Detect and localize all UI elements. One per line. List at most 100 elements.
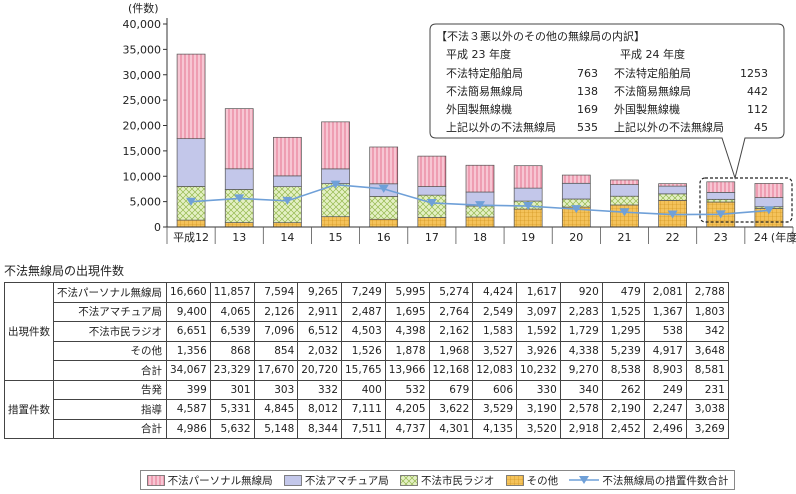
y-tick-label: 20,000 [123, 120, 162, 133]
table-cell: 6,651 [166, 321, 211, 342]
bar-segment-other [513, 208, 543, 228]
table-cell: 1,526 [341, 340, 386, 361]
table-cell: 3,038 [685, 399, 729, 420]
table-cell: 2,032 [297, 340, 342, 361]
table-row: 不法市民ラジオ 6,651 6,539 7,096 6,512 4,503 4,398 2,1… [5, 321, 729, 342]
table-cell: 538 [643, 321, 687, 342]
stacked-bar-chart: (件数) 0 5,000 10,000 15,000 20,000 25,000 30,00… [123, 2, 796, 244]
bar-segment-amateur [176, 138, 206, 187]
table-row-label: 合計 [53, 360, 167, 381]
table-cell: 6,512 [297, 321, 342, 342]
legend-label: 不法無線局の措置件数合計 [602, 474, 729, 487]
callout-row-label: 上記以外の不法無線局 [614, 120, 724, 134]
x-tick-label: 19 [521, 231, 535, 244]
table-cell: 920 [559, 282, 603, 303]
table-cell: 9,270 [559, 360, 603, 381]
table-cell: 12,083 [472, 360, 517, 381]
x-tick-label: 14 [280, 231, 294, 244]
legend-label: 不法市民ラジオ [421, 474, 495, 487]
line-marker [426, 198, 437, 207]
table-group-label: 出現件数 [4, 282, 54, 381]
table-cell: 5,632 [209, 418, 255, 439]
callout-row-value: 442 [747, 85, 768, 98]
y-axis: 0 5,000 10,000 15,000 20,000 25,000 30,000 35,0… [123, 18, 168, 234]
legend: 不法パーソナル無線局 不法アマチュア局 不法市民ラジオ その他 不法無線局の措置件数合計 [140, 470, 735, 490]
table-cell: 3,648 [685, 340, 729, 361]
table-cell: 2,911 [297, 301, 342, 322]
bar-segment-personal [513, 165, 543, 189]
line-marker [475, 201, 485, 210]
callout-row-label: 不法簡易無線局 [446, 84, 523, 98]
callout-row-label: 外国製無線機 [446, 102, 512, 116]
callout-box: 【不法３悪以外のその他の無線局の内訳】平成 23 年度 平成 24 年度不法特定船… [429, 23, 793, 223]
callout-row-value: 1253 [740, 67, 768, 80]
table-cell: 4,065 [209, 301, 255, 322]
table-cell: 1,583 [472, 321, 517, 342]
table-cell: 400 [341, 379, 386, 400]
table-row-label: その他 [53, 340, 167, 361]
legend-swatch [284, 474, 302, 486]
x-tick-label: 21 [617, 231, 631, 244]
table-cell: 2,452 [601, 418, 645, 439]
table-cell: 3,622 [428, 399, 474, 420]
bar-segment-personal [224, 108, 254, 170]
bar-segment-citizen [658, 193, 687, 201]
table-cell: 7,594 [253, 282, 299, 303]
bar-segment-personal [417, 155, 447, 187]
table-cell: 2,487 [341, 301, 386, 322]
table-cell: 1,617 [516, 282, 561, 303]
table-cell: 8,344 [297, 418, 342, 439]
legend-item: 不法無線局の措置件数合計 [569, 473, 728, 488]
table-cell: 399 [166, 379, 211, 400]
table-cell: 4,424 [472, 282, 517, 303]
data-table: 出現件数 不法パーソナル無線局 16,660 11,857 7,594 9,265 7,24… [4, 282, 729, 439]
table-cell: 7,111 [341, 399, 386, 420]
table-cell: 16,660 [166, 282, 211, 303]
callout-row-value: 763 [577, 67, 598, 80]
table-row-label: 合計 [53, 418, 167, 439]
line-marker [330, 180, 341, 189]
legend-item: 不法アマチュア局 [284, 473, 389, 488]
table-cell: 6,539 [209, 321, 255, 342]
line-marker [715, 210, 726, 219]
table-cell: 5,239 [601, 340, 645, 361]
x-tick-label: 17 [425, 231, 439, 244]
x-tick-label: 15 [329, 231, 343, 244]
table-cell: 2,081 [643, 282, 687, 303]
table-cell: 2,788 [685, 282, 729, 303]
table-cell: 330 [516, 379, 561, 400]
x-tick-label: 20 [569, 231, 583, 244]
table-cell: 8,581 [685, 360, 729, 381]
x-axis: 平成12 13 14 15 16 17 18 19 20 21 22 23 24(年度) [166, 226, 796, 244]
legend-swatch [146, 474, 165, 486]
bar-segment-other [224, 222, 254, 228]
table-cell: 7,249 [341, 282, 386, 303]
table-cell: 12,168 [428, 360, 474, 381]
table-cell: 3,190 [516, 399, 561, 420]
table-cell: 679 [428, 379, 474, 400]
legend-swatch [400, 474, 418, 486]
bar-segment-amateur [513, 187, 543, 202]
table-cell: 4,205 [384, 399, 430, 420]
bar-segment-amateur [754, 197, 784, 208]
bar-segment-other [273, 222, 302, 228]
bar-segment-citizen [369, 196, 399, 220]
table-cell: 8,903 [643, 360, 687, 381]
table-cell: 20,720 [297, 360, 342, 381]
table-row: 指導 4,587 5,331 4,845 8,012 7,111 4,205 3,622 3,5… [5, 399, 729, 420]
table-cell: 1,592 [516, 321, 561, 342]
table-cell: 262 [601, 379, 645, 400]
table-cell: 2,190 [601, 399, 645, 420]
bar-segment-personal [610, 179, 639, 185]
line-marker [763, 206, 774, 215]
highlight-box [699, 177, 793, 223]
line-marker [571, 205, 582, 214]
table-cell: 2,918 [559, 418, 603, 439]
table-cell: 2,496 [643, 418, 687, 439]
callout-row-label: 不法特定船舶局 [446, 66, 523, 80]
table-cell: 2,126 [253, 301, 299, 322]
table-cell: 4,587 [166, 399, 211, 420]
y-tick-label: 35,000 [123, 43, 162, 56]
table-cell: 4,338 [559, 340, 603, 361]
table-cell: 342 [685, 321, 729, 342]
